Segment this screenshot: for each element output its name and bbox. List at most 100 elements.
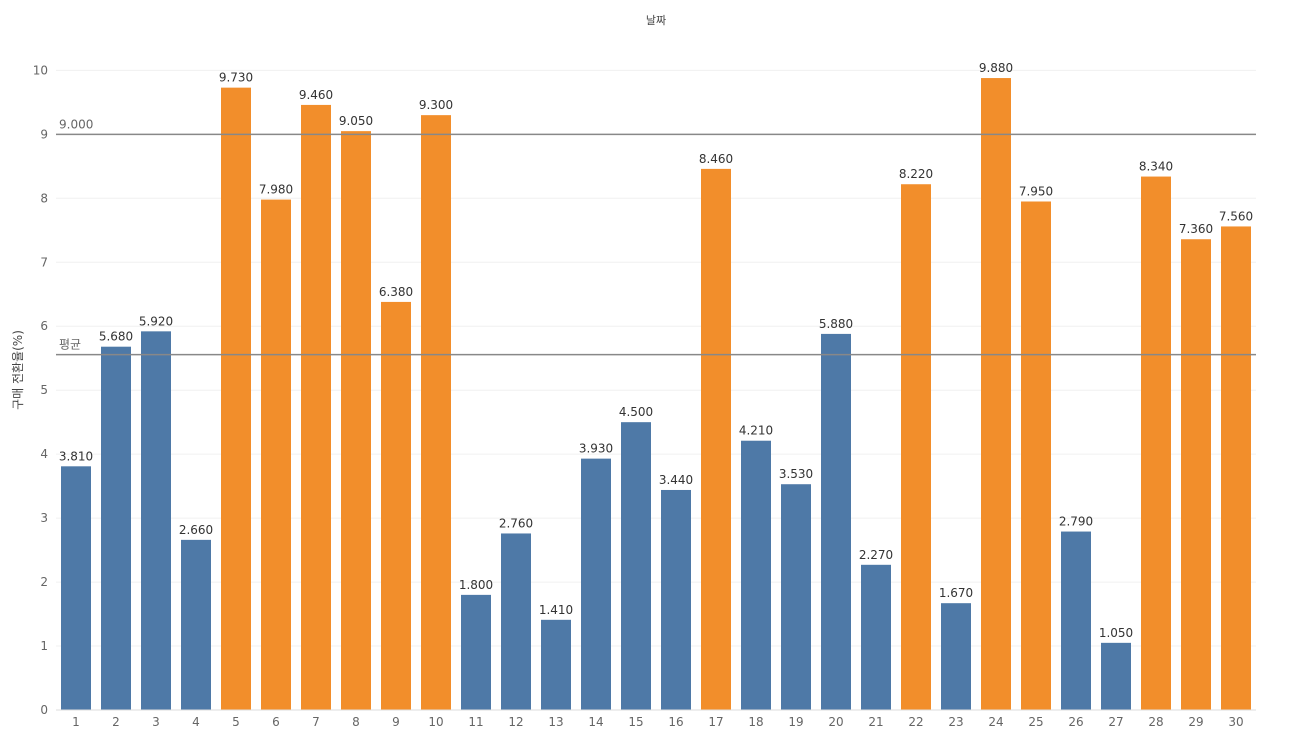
data-label: 3.530 — [779, 467, 813, 481]
data-label: 1.800 — [459, 578, 493, 592]
data-label: 1.050 — [1099, 626, 1133, 640]
data-label: 4.500 — [619, 405, 653, 419]
x-tick-label: 15 — [628, 715, 643, 729]
bar — [261, 199, 291, 711]
x-tick-label: 13 — [548, 715, 563, 729]
data-label: 2.790 — [1059, 515, 1093, 529]
y-tick-label: 7 — [40, 255, 48, 269]
bar — [781, 484, 811, 710]
data-label: 1.670 — [939, 586, 973, 600]
bar — [1021, 201, 1051, 710]
bar — [1181, 239, 1211, 710]
data-label: 3.440 — [659, 473, 693, 487]
x-tick-label: 4 — [192, 715, 200, 729]
bar — [61, 466, 91, 710]
bar — [1061, 531, 1091, 710]
bar — [821, 333, 851, 710]
data-label: 2.660 — [179, 523, 213, 537]
bar — [1101, 642, 1131, 710]
x-tick-label: 20 — [828, 715, 843, 729]
data-label: 2.760 — [499, 516, 533, 530]
x-tick-label: 24 — [988, 715, 1003, 729]
x-tick-label: 25 — [1028, 715, 1043, 729]
x-tick-label: 3 — [152, 715, 160, 729]
chart-title: 날짜 — [646, 14, 666, 27]
y-tick-label: 3 — [40, 511, 48, 525]
data-label: 2.270 — [859, 548, 893, 562]
x-tick-label: 10 — [428, 715, 443, 729]
x-tick-label: 7 — [312, 715, 320, 729]
x-tick-label: 27 — [1108, 715, 1123, 729]
x-tick-label: 21 — [868, 715, 883, 729]
x-tick-label: 17 — [708, 715, 723, 729]
bar — [621, 422, 651, 710]
data-label: 8.340 — [1139, 160, 1173, 174]
x-tick-label: 9 — [392, 715, 400, 729]
bar-layer — [61, 78, 1251, 711]
bar — [581, 458, 611, 710]
x-tick-label: 18 — [748, 715, 763, 729]
y-tick-label: 9 — [40, 127, 48, 141]
x-tick-label: 30 — [1228, 715, 1243, 729]
bar — [981, 78, 1011, 710]
y-tick-label: 10 — [33, 63, 48, 77]
x-tick-label: 22 — [908, 715, 923, 729]
x-tick-label: 14 — [588, 715, 603, 729]
bar — [181, 539, 211, 710]
bar — [501, 533, 531, 710]
bar — [221, 87, 251, 711]
y-tick-label: 0 — [40, 703, 48, 717]
bar — [661, 489, 691, 710]
y-axis-label: 구매 전환율(%) — [11, 330, 25, 410]
reference-line-layer: 9.000 평균 — [56, 117, 1256, 356]
x-tick-label: 26 — [1068, 715, 1083, 729]
x-tick-label: 5 — [232, 715, 240, 729]
x-tick-label: 11 — [468, 715, 483, 729]
data-label: 8.220 — [899, 167, 933, 181]
x-tick-label: 6 — [272, 715, 280, 729]
bar — [901, 184, 931, 710]
x-tick-label: 8 — [352, 715, 360, 729]
data-label: 3.810 — [59, 449, 93, 463]
reference-line-label: 평균 — [59, 338, 81, 352]
data-label: 9.300 — [419, 98, 453, 112]
bar — [381, 301, 411, 710]
bar — [861, 564, 891, 710]
bar — [1221, 226, 1251, 710]
y-tick-label: 5 — [40, 383, 48, 397]
data-label: 7.360 — [1179, 222, 1213, 236]
reference-line-label: 9.000 — [59, 117, 93, 131]
data-label: 8.460 — [699, 152, 733, 166]
data-label: 9.460 — [299, 88, 333, 102]
data-label: 9.730 — [219, 71, 253, 85]
bar — [741, 440, 771, 710]
y-tick-label: 2 — [40, 575, 48, 589]
data-label-layer: 3.810 5.680 5.920 2.660 9.730 7.980 9.460 9.050… — [59, 61, 1253, 640]
bar — [1141, 176, 1171, 711]
data-label: 5.920 — [139, 314, 173, 328]
x-tick-label: 23 — [948, 715, 963, 729]
data-label: 7.980 — [259, 183, 293, 197]
x-tick-label: 12 — [508, 715, 523, 729]
bar — [941, 603, 971, 710]
bar — [301, 104, 331, 710]
data-label: 7.950 — [1019, 185, 1053, 199]
y-tick-label: 4 — [40, 447, 48, 461]
bar — [101, 346, 131, 710]
data-label: 1.410 — [539, 603, 573, 617]
data-label: 5.880 — [819, 317, 853, 331]
data-label: 5.680 — [99, 330, 133, 344]
y-tick-label: 1 — [40, 639, 48, 653]
x-tick-label: 16 — [668, 715, 683, 729]
data-label: 9.050 — [339, 114, 373, 128]
x-tick-label: 29 — [1188, 715, 1203, 729]
x-tick-label: 2 — [112, 715, 120, 729]
bar — [461, 594, 491, 710]
data-label: 6.380 — [379, 285, 413, 299]
data-label: 4.210 — [739, 424, 773, 438]
bar — [421, 115, 451, 710]
bar — [541, 619, 571, 710]
